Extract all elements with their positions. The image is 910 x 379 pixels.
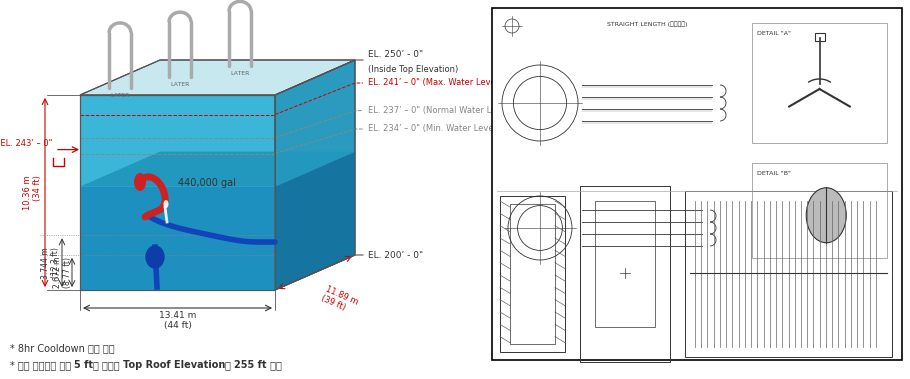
Text: LATER: LATER — [230, 71, 249, 76]
Text: LATER: LATER — [110, 93, 130, 98]
Text: * 천장 콘크리트 두께: * 천장 콘크리트 두께 — [10, 360, 75, 370]
Text: 255 ft: 255 ft — [235, 360, 267, 370]
Text: 440,000 gal: 440,000 gal — [177, 178, 236, 188]
Text: LATER: LATER — [170, 82, 189, 87]
Text: EL. 250’ - 0": EL. 250’ - 0" — [368, 50, 423, 59]
Polygon shape — [80, 95, 275, 290]
Text: 2.672 m
(8.77 ft): 2.672 m (8.77 ft) — [53, 257, 72, 288]
Text: EL. 237’ – 0" (Normal Water Level): EL. 237’ – 0" (Normal Water Level) — [368, 106, 512, 115]
Text: STRAIGHT LENGTH (직선길이): STRAIGHT LENGTH (직선길이) — [607, 21, 687, 27]
Text: EL. 241’ – 0" (Max. Water Level): EL. 241’ – 0" (Max. Water Level) — [368, 78, 501, 88]
Polygon shape — [80, 60, 355, 95]
Text: * 8hr Cooldown 용량 기준: * 8hr Cooldown 용량 기준 — [10, 343, 115, 353]
Text: 13.41 m
(44 ft): 13.41 m (44 ft) — [159, 311, 197, 330]
Bar — [510, 204, 555, 344]
Text: 적용: 적용 — [267, 360, 282, 370]
Ellipse shape — [164, 200, 168, 208]
Text: 3.744 m
(12.3 ft): 3.744 m (12.3 ft) — [41, 247, 60, 279]
Bar — [595, 201, 655, 327]
Text: 5 ft: 5 ft — [75, 360, 93, 370]
Text: 은: 은 — [226, 360, 235, 370]
Text: (Inside Top Elevation): (Inside Top Elevation) — [368, 65, 459, 74]
Bar — [814, 33, 824, 41]
Polygon shape — [80, 152, 355, 186]
Ellipse shape — [134, 173, 146, 191]
Polygon shape — [275, 60, 355, 290]
Polygon shape — [80, 186, 275, 290]
Text: EL. 234’ – 0" (Min. Water Level): EL. 234’ – 0" (Min. Water Level) — [368, 124, 500, 133]
Text: DETAIL "B": DETAIL "B" — [757, 171, 791, 176]
Text: EL. 200’ - 0": EL. 200’ - 0" — [368, 251, 423, 260]
Polygon shape — [275, 152, 355, 290]
Text: 11.89 m
(39 ft): 11.89 m (39 ft) — [320, 285, 359, 316]
Text: Top Roof Elevation: Top Roof Elevation — [123, 360, 226, 370]
Polygon shape — [752, 23, 887, 143]
Polygon shape — [492, 8, 902, 360]
Text: DETAIL "A": DETAIL "A" — [757, 31, 791, 36]
Ellipse shape — [146, 246, 164, 268]
Polygon shape — [752, 163, 887, 258]
Text: 10.36 m
(34 ft): 10.36 m (34 ft) — [23, 175, 42, 210]
Text: 를 고려한: 를 고려한 — [93, 360, 123, 370]
Ellipse shape — [806, 188, 846, 243]
Text: Overflow EL. 243’ – 0": Overflow EL. 243’ – 0" — [0, 139, 52, 147]
